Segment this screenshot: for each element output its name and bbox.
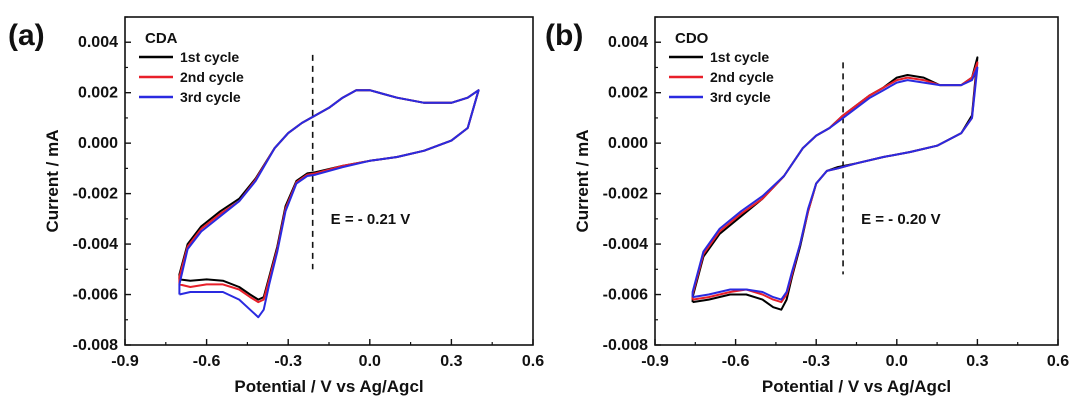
y-tick-label: -0.004 [73,236,118,253]
legend-label: 3rd cycle [710,89,771,105]
y-axis-title: Current / mA [573,130,592,233]
y-tick-label: -0.008 [603,337,648,354]
x-tick-label: -0.9 [111,353,139,370]
y-axis-title: Current / mA [43,130,62,233]
x-axis-title: Potential / V vs Ag/Agcl [762,377,951,396]
y-tick-label: 0.000 [78,135,118,152]
x-tick-label: -0.9 [641,353,669,370]
x-tick-label: 0.3 [440,353,462,370]
x-tick-label: 0.3 [966,353,988,370]
sample-name: CDO [675,30,709,47]
chart-panel-cda: -0.9 -0.6 -0.3 0.0 0.3 0.6 -0.008 -0.006 -0.004 -… [8,16,544,396]
y-tick-label: -0.006 [73,287,118,304]
panel-label: (b) [545,19,583,52]
y-tick-label: 0.002 [608,85,648,102]
legend-label: 1st cycle [710,49,769,65]
y-tick-label: -0.004 [603,236,648,253]
x-tick-label: 0.6 [522,353,544,370]
y-tick-label: -0.008 [73,337,118,354]
cv-curve-3rd-cycle [178,89,480,319]
y-tick-label: 0.004 [608,34,648,51]
sample-name: CDA [145,30,178,47]
chart-panel-cdo: -0.9 -0.6 -0.3 0.0 0.3 0.6 -0.008 -0.006 -0.004 -… [545,16,1069,396]
x-tick-label: 0.0 [359,353,381,370]
cv-curve-1st-cycle [178,89,480,301]
legend-label: 3rd cycle [180,89,241,105]
x-tick-label: -0.3 [802,353,830,370]
legend-label: 2nd cycle [180,69,244,85]
x-tick-label: -0.3 [274,353,302,370]
y-tick-label: 0.004 [78,34,118,51]
y-tick-label: 0.000 [608,135,648,152]
y-tick-label: -0.006 [603,287,648,304]
panel-label: (a) [8,19,45,52]
x-tick-label: 0.0 [886,353,908,370]
x-axis-title: Potential / V vs Ag/Agcl [234,377,423,396]
legend-label: 2nd cycle [710,69,774,85]
cv-curve-2nd-cycle [178,89,480,304]
legend-label: 1st cycle [180,49,239,65]
x-tick-label: -0.6 [722,353,750,370]
y-tick-label: -0.002 [603,186,648,203]
x-tick-label: -0.6 [193,353,221,370]
potential-annotation: E = - 0.20 V [861,211,941,228]
cv-curve-3rd-cycle [691,66,979,301]
x-tick-label: 0.6 [1047,353,1069,370]
y-tick-label: 0.002 [78,85,118,102]
plot-frame [124,16,534,346]
potential-annotation: E = - 0.21 V [331,211,411,228]
y-tick-label: -0.002 [73,186,118,203]
